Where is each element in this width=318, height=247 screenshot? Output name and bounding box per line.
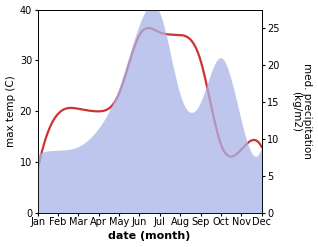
Y-axis label: med. precipitation
(kg/m2): med. precipitation (kg/m2)	[291, 63, 313, 159]
X-axis label: date (month): date (month)	[108, 231, 191, 242]
Y-axis label: max temp (C): max temp (C)	[5, 75, 16, 147]
